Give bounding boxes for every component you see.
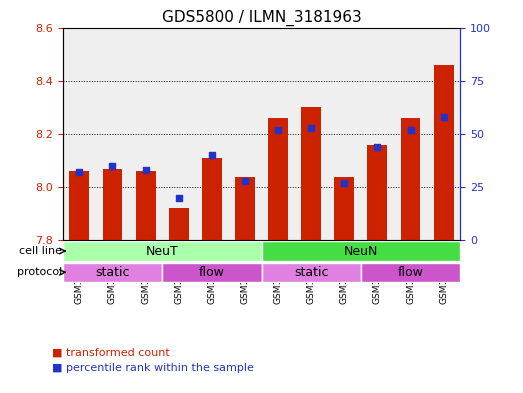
Bar	[301, 107, 321, 241]
Bar	[70, 171, 89, 241]
Point	[208, 152, 216, 158]
Bar	[135, 171, 155, 241]
FancyBboxPatch shape	[262, 241, 460, 261]
Bar	[394, 28, 427, 241]
Text: flow: flow	[199, 266, 225, 279]
Bar	[434, 65, 453, 241]
FancyBboxPatch shape	[63, 263, 162, 282]
Bar	[195, 28, 229, 241]
Text: NeuT: NeuT	[146, 244, 178, 257]
Point	[406, 127, 415, 133]
Title: GDS5800 / ILMN_3181963: GDS5800 / ILMN_3181963	[162, 10, 361, 26]
Bar	[328, 28, 361, 241]
Point	[175, 195, 183, 201]
Text: cell line: cell line	[19, 246, 62, 256]
FancyBboxPatch shape	[361, 263, 460, 282]
Text: flow: flow	[397, 266, 424, 279]
Point	[75, 169, 84, 175]
Text: protocol: protocol	[17, 267, 62, 277]
Bar	[103, 169, 122, 241]
Point	[274, 127, 282, 133]
Text: ■ transformed count: ■ transformed count	[52, 348, 170, 358]
Bar	[427, 28, 460, 241]
Text: static: static	[95, 266, 130, 279]
Point	[340, 180, 348, 186]
Text: NeuN: NeuN	[344, 244, 378, 257]
Bar	[162, 28, 195, 241]
Bar	[294, 28, 328, 241]
FancyBboxPatch shape	[262, 263, 361, 282]
Bar	[129, 28, 162, 241]
Bar	[63, 28, 96, 241]
Point	[108, 163, 117, 169]
Bar	[334, 176, 354, 241]
Text: static: static	[294, 266, 328, 279]
Bar	[268, 118, 288, 241]
Bar	[235, 176, 255, 241]
FancyBboxPatch shape	[63, 241, 262, 261]
Bar	[262, 28, 294, 241]
Bar	[229, 28, 262, 241]
Bar	[202, 158, 222, 241]
Point	[439, 114, 448, 120]
Point	[241, 178, 249, 184]
Bar	[401, 118, 420, 241]
Bar	[96, 28, 129, 241]
Point	[141, 167, 150, 173]
Point	[373, 143, 382, 150]
FancyBboxPatch shape	[162, 263, 262, 282]
Text: ■ percentile rank within the sample: ■ percentile rank within the sample	[52, 364, 254, 373]
Bar	[169, 208, 189, 241]
Bar	[368, 145, 388, 241]
Bar	[361, 28, 394, 241]
Point	[307, 125, 315, 131]
